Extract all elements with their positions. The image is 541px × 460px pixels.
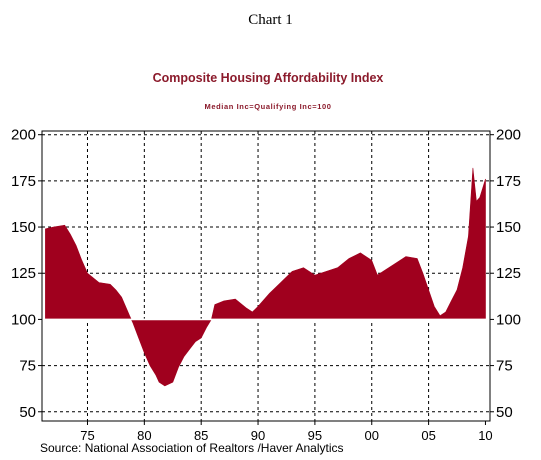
y-tick-label-right: 125 xyxy=(496,265,521,282)
y-tick-label-left: 200 xyxy=(11,127,36,144)
page-heading: Chart 1 xyxy=(248,12,293,28)
x-tick-label: 85 xyxy=(194,428,208,443)
data-area xyxy=(42,167,490,387)
x-tick-label: 10 xyxy=(478,428,492,443)
y-tick-label-left: 150 xyxy=(11,219,36,236)
index-area xyxy=(45,167,486,387)
y-tick-label-right: 75 xyxy=(496,358,513,375)
y-tick-label-left: 125 xyxy=(11,265,36,282)
chart-subtitle: Median Inc=Qualifying Inc=100 xyxy=(204,102,331,111)
y-tick-label-right: 200 xyxy=(496,127,521,144)
plot-frame xyxy=(41,130,491,422)
x-tick-label: 80 xyxy=(137,428,151,443)
x-tick-label: 05 xyxy=(421,428,435,443)
axis-labels: 75 80 85 90 95 00 05 10 200 200 175 175 150 150 125 125… xyxy=(11,127,521,443)
y-tick-label-right: 100 xyxy=(496,311,521,328)
y-tick-label-left: 100 xyxy=(11,311,36,328)
y-tick-label-left: 50 xyxy=(19,404,36,421)
y-tick-label-right: 50 xyxy=(496,404,513,421)
y-tick-label-right: 150 xyxy=(496,219,521,236)
source-note: Source: National Association of Realtors… xyxy=(40,441,343,455)
chart-title: Composite Housing Affordability Index xyxy=(153,71,384,85)
x-tick-label: 00 xyxy=(365,428,379,443)
x-tick-label: 90 xyxy=(251,428,265,443)
x-tick-label: 95 xyxy=(308,428,322,443)
y-tick-label-right: 175 xyxy=(496,173,521,190)
y-tick-label-left: 75 xyxy=(19,358,36,375)
y-tick-label-left: 175 xyxy=(11,173,36,190)
x-tick-label: 75 xyxy=(80,428,94,443)
axis-ticks xyxy=(38,134,494,425)
